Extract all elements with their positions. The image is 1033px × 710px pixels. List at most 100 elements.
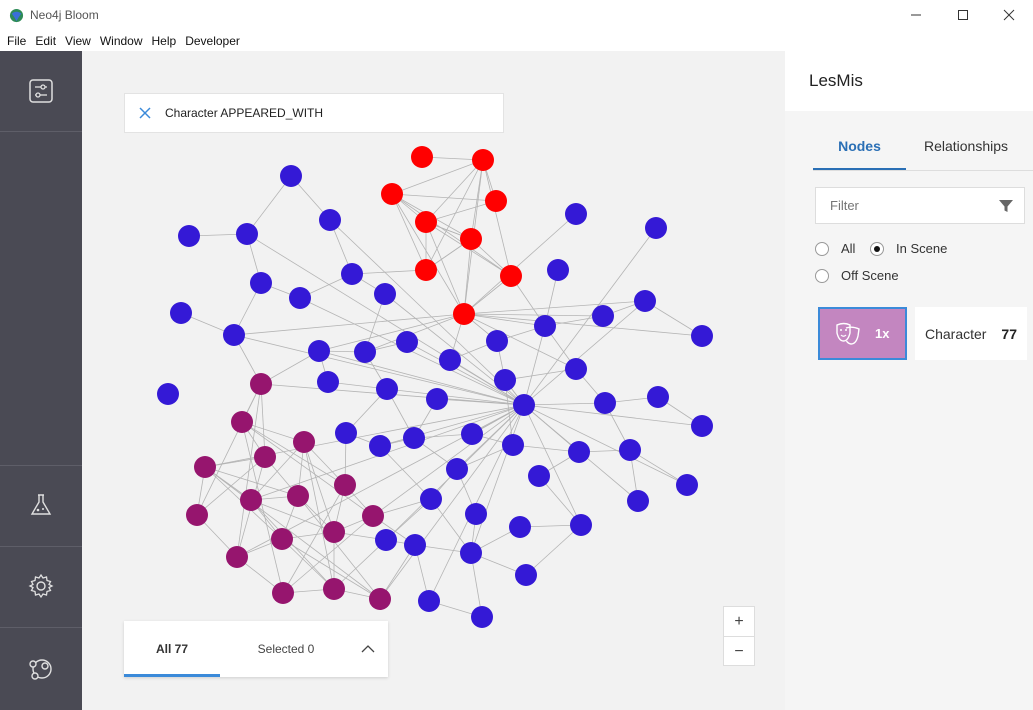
menu-file[interactable]: File	[7, 34, 27, 48]
relationship-edge[interactable]	[260, 350, 320, 385]
relationship-edge[interactable]	[391, 193, 427, 271]
menu-developer[interactable]: Developer	[185, 34, 240, 48]
character-node[interactable]	[446, 458, 468, 480]
tab-relationships[interactable]: Relationships	[923, 138, 1009, 154]
character-node[interactable]	[472, 149, 494, 171]
relationship-edge[interactable]	[318, 350, 525, 406]
character-node[interactable]	[403, 427, 425, 449]
relationship-edge[interactable]	[351, 269, 427, 275]
character-node[interactable]	[460, 542, 482, 564]
relationship-edge[interactable]	[512, 444, 580, 453]
maximize-button[interactable]	[948, 4, 978, 26]
character-node[interactable]	[691, 415, 713, 437]
relationship-edge[interactable]	[250, 441, 305, 501]
character-node[interactable]	[272, 582, 294, 604]
perspective-settings-button[interactable]	[0, 51, 82, 131]
character-node[interactable]	[494, 369, 516, 391]
relationship-edge[interactable]	[463, 213, 577, 315]
character-node[interactable]	[528, 465, 550, 487]
character-node[interactable]	[194, 456, 216, 478]
category-style-button[interactable]: 1x	[818, 307, 907, 360]
character-node[interactable]	[515, 564, 537, 586]
character-node[interactable]	[461, 423, 483, 445]
relationship-edge[interactable]	[250, 499, 335, 590]
radio-button[interactable]	[815, 268, 829, 283]
character-node[interactable]	[426, 388, 448, 410]
tab-nodes[interactable]: Nodes	[838, 138, 881, 154]
relationship-edge[interactable]	[463, 313, 577, 370]
character-node[interactable]	[254, 446, 276, 468]
relationship-edge[interactable]	[425, 221, 465, 315]
chevron-up-icon[interactable]	[360, 641, 376, 657]
character-node[interactable]	[396, 331, 418, 353]
minimize-button[interactable]	[901, 4, 931, 26]
character-node[interactable]	[280, 165, 302, 187]
character-node[interactable]	[157, 383, 179, 405]
relationship-edge[interactable]	[463, 238, 472, 315]
character-node[interactable]	[223, 324, 245, 346]
relationship-edge[interactable]	[333, 539, 387, 590]
relationship-edge[interactable]	[282, 484, 346, 594]
character-node[interactable]	[627, 490, 649, 512]
relationship-edge[interactable]	[391, 193, 465, 315]
relationship-edge[interactable]	[449, 359, 525, 406]
character-node[interactable]	[308, 340, 330, 362]
relationship-edge[interactable]	[204, 466, 381, 600]
character-node[interactable]	[170, 302, 192, 324]
character-node[interactable]	[592, 305, 614, 327]
character-node[interactable]	[374, 283, 396, 305]
relationship-edge[interactable]	[430, 498, 472, 554]
character-node[interactable]	[509, 516, 531, 538]
character-node[interactable]	[502, 434, 524, 456]
character-node[interactable]	[568, 441, 590, 463]
graph-visualization[interactable]	[82, 51, 785, 710]
character-node[interactable]	[415, 259, 437, 281]
relationship-edge[interactable]	[391, 193, 497, 202]
relationship-edge[interactable]	[303, 441, 335, 533]
relationship-edge[interactable]	[379, 445, 432, 500]
character-node[interactable]	[547, 259, 569, 281]
relationship-edge[interactable]	[282, 515, 374, 594]
character-node[interactable]	[293, 431, 315, 453]
graph-data-button[interactable]	[0, 627, 82, 710]
relationship-edge[interactable]	[523, 404, 688, 486]
relationship-edge[interactable]	[425, 159, 484, 271]
tab-all-nodes[interactable]: All 77	[155, 642, 188, 656]
character-node[interactable]	[486, 330, 508, 352]
character-node[interactable]	[335, 422, 357, 444]
relationship-edge[interactable]	[463, 313, 703, 337]
character-node[interactable]	[231, 411, 253, 433]
relationship-edge[interactable]	[318, 313, 465, 352]
character-node[interactable]	[354, 341, 376, 363]
character-node[interactable]	[319, 209, 341, 231]
radio-button[interactable]	[815, 241, 829, 256]
character-node[interactable]	[226, 546, 248, 568]
settings-button[interactable]	[0, 546, 82, 626]
filter-input[interactable]	[830, 198, 990, 213]
character-node[interactable]	[453, 303, 475, 325]
relationship-edge[interactable]	[523, 300, 646, 406]
relationship-edge[interactable]	[246, 175, 292, 235]
relationship-edge[interactable]	[260, 383, 266, 458]
character-node[interactable]	[645, 217, 667, 239]
character-node[interactable]	[289, 287, 311, 309]
relationship-edge[interactable]	[303, 441, 335, 590]
character-node[interactable]	[341, 263, 363, 285]
relationship-edge[interactable]	[482, 159, 512, 277]
relationship-edge[interactable]	[281, 538, 335, 590]
search-phrase-pill[interactable]: Character APPEARED_WITH	[124, 93, 504, 133]
relationship-edge[interactable]	[504, 368, 577, 381]
character-node[interactable]	[513, 394, 535, 416]
tab-selected-nodes[interactable]: Selected 0	[257, 642, 315, 656]
character-node[interactable]	[460, 228, 482, 250]
character-node[interactable]	[676, 474, 698, 496]
relationship-edge[interactable]	[523, 325, 546, 406]
character-node[interactable]	[485, 190, 507, 212]
relationship-edge[interactable]	[372, 404, 525, 517]
character-node[interactable]	[287, 485, 309, 507]
menu-view[interactable]: View	[65, 34, 91, 48]
relationship-edge[interactable]	[241, 421, 284, 594]
character-node[interactable]	[186, 504, 208, 526]
character-node[interactable]	[634, 290, 656, 312]
experiment-button[interactable]	[0, 465, 82, 545]
